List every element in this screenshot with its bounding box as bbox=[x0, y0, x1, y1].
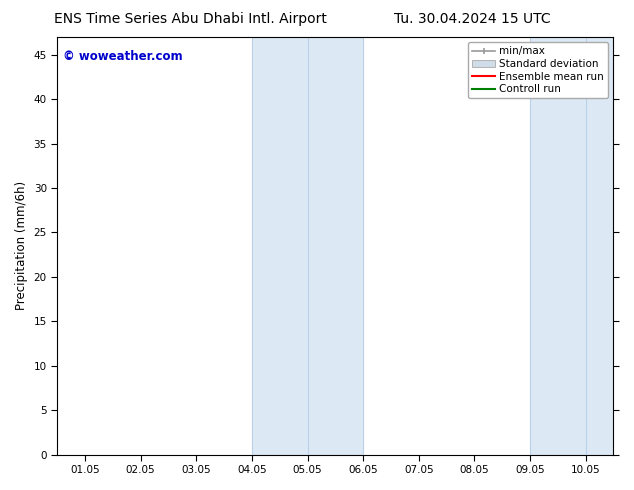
Text: © woweather.com: © woweather.com bbox=[63, 49, 183, 63]
Legend: min/max, Standard deviation, Ensemble mean run, Controll run: min/max, Standard deviation, Ensemble me… bbox=[468, 42, 608, 98]
Bar bbox=[252, 37, 363, 455]
Bar bbox=[530, 37, 614, 455]
Text: Tu. 30.04.2024 15 UTC: Tu. 30.04.2024 15 UTC bbox=[394, 12, 551, 26]
Y-axis label: Precipitation (mm/6h): Precipitation (mm/6h) bbox=[15, 181, 28, 310]
Text: ENS Time Series Abu Dhabi Intl. Airport: ENS Time Series Abu Dhabi Intl. Airport bbox=[54, 12, 327, 26]
